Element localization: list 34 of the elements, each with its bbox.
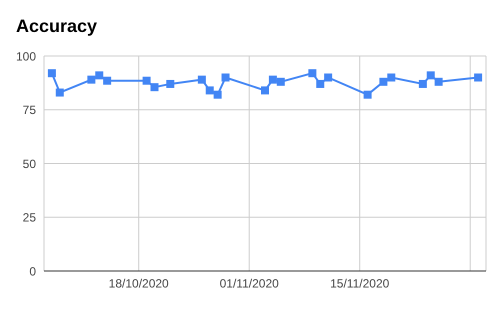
- y-tick-label: 75: [22, 103, 36, 118]
- point: [268, 76, 277, 84]
- point: [316, 80, 324, 88]
- point: [48, 69, 56, 78]
- point: [95, 71, 104, 80]
- x-tick-label: 01/11/2020: [220, 276, 280, 291]
- point: [150, 83, 158, 92]
- point: [87, 76, 96, 84]
- point: [56, 88, 64, 97]
- chart-title: Accuracy: [15, 15, 98, 38]
- y-tick-label: 100: [16, 49, 36, 64]
- point: [387, 74, 396, 82]
- point: [379, 78, 388, 86]
- point: [474, 74, 482, 82]
- point: [418, 80, 427, 88]
- point: [261, 86, 269, 94]
- point: [142, 76, 151, 85]
- x-tick-label: 18/10/2020: [108, 276, 170, 291]
- x-tick-label: 15/11/2020: [330, 276, 390, 291]
- point: [426, 71, 435, 80]
- y-tick-label: 50: [22, 156, 36, 171]
- point: [324, 74, 332, 82]
- y-tick-label: 25: [22, 210, 36, 225]
- point: [222, 74, 230, 82]
- point: [166, 80, 174, 88]
- point: [308, 69, 316, 78]
- y-tick-label: 0: [29, 264, 36, 278]
- point: [434, 78, 443, 86]
- point: [206, 86, 214, 94]
- point: [364, 90, 372, 99]
- point: [198, 76, 206, 84]
- point: [103, 76, 112, 85]
- point: [214, 90, 222, 99]
- point: [276, 78, 285, 86]
